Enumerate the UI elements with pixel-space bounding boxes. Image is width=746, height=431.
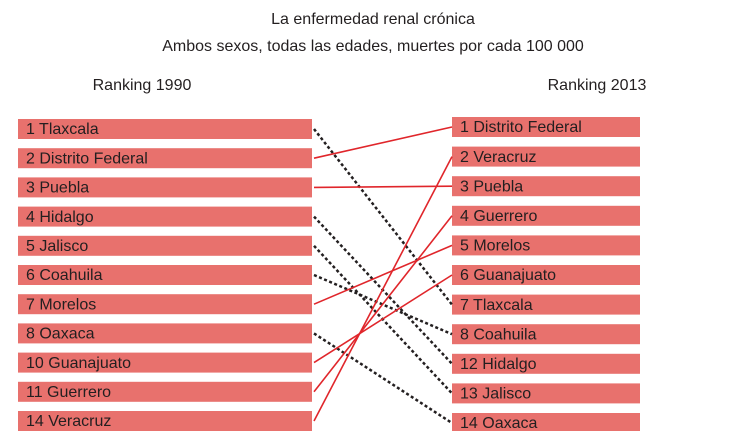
right-heading: Ranking 2013 [548,77,647,94]
link [313,215,453,393]
left-label: 14 Veracruz [26,413,111,430]
left-label: 4 Hidalgo [26,209,94,226]
link [313,332,453,425]
chart-title: La enfermedad renal crónica [271,11,475,28]
right-box [452,353,640,374]
left-label: 10 Guanajuato [26,355,131,372]
right-box [452,205,640,226]
left-box [18,265,312,285]
left-box [18,206,312,227]
link [313,128,453,306]
left-box [18,352,312,373]
left-box [18,411,312,431]
right-label: 7 Tlaxcala [460,297,533,314]
left-label: 2 Distrito Federal [26,150,148,167]
right-label: 4 Guerrero [460,208,537,225]
link [313,126,453,159]
left-box [18,294,312,315]
link [313,156,453,422]
right-box [452,413,640,431]
left-box [18,177,312,198]
chart-subtitle: Ambos sexos, todas las edades, muertes p… [162,38,584,55]
right-box [452,235,640,256]
left-label: 1 Tlaxcala [26,121,99,138]
right-box [452,117,640,137]
left-box [18,381,312,402]
left-box [18,119,312,139]
right-label: 8 Coahuila [460,326,537,343]
left-box [18,235,312,256]
right-label: 12 Hidalgo [460,356,537,373]
right-label: 14 Oaxaca [460,415,537,431]
left-label: 7 Morelos [26,296,96,313]
right-label: 13 Jalisco [460,386,531,403]
right-box [452,324,640,345]
left-heading: Ranking 1990 [93,77,192,94]
left-label: 11 Guerrero [26,384,111,401]
right-box [452,383,640,404]
right-label: 1 Distrito Federal [460,119,582,136]
link [313,185,453,189]
left-box [18,323,312,344]
right-label: 3 Puebla [460,178,523,195]
left-label: 6 Coahuila [26,267,103,284]
link [313,244,453,305]
right-label: 6 Guanajuato [460,267,556,284]
left-label: 8 Oaxaca [26,326,95,343]
right-box [452,146,640,167]
right-box [452,294,640,315]
right-label: 2 Veracruz [460,149,536,166]
left-label: 3 Puebla [26,180,89,197]
right-box [452,265,640,285]
left-label: 5 Jalisco [26,238,88,255]
left-box [18,148,312,169]
right-label: 5 Morelos [460,238,530,255]
right-box [452,176,640,197]
link [313,274,453,364]
